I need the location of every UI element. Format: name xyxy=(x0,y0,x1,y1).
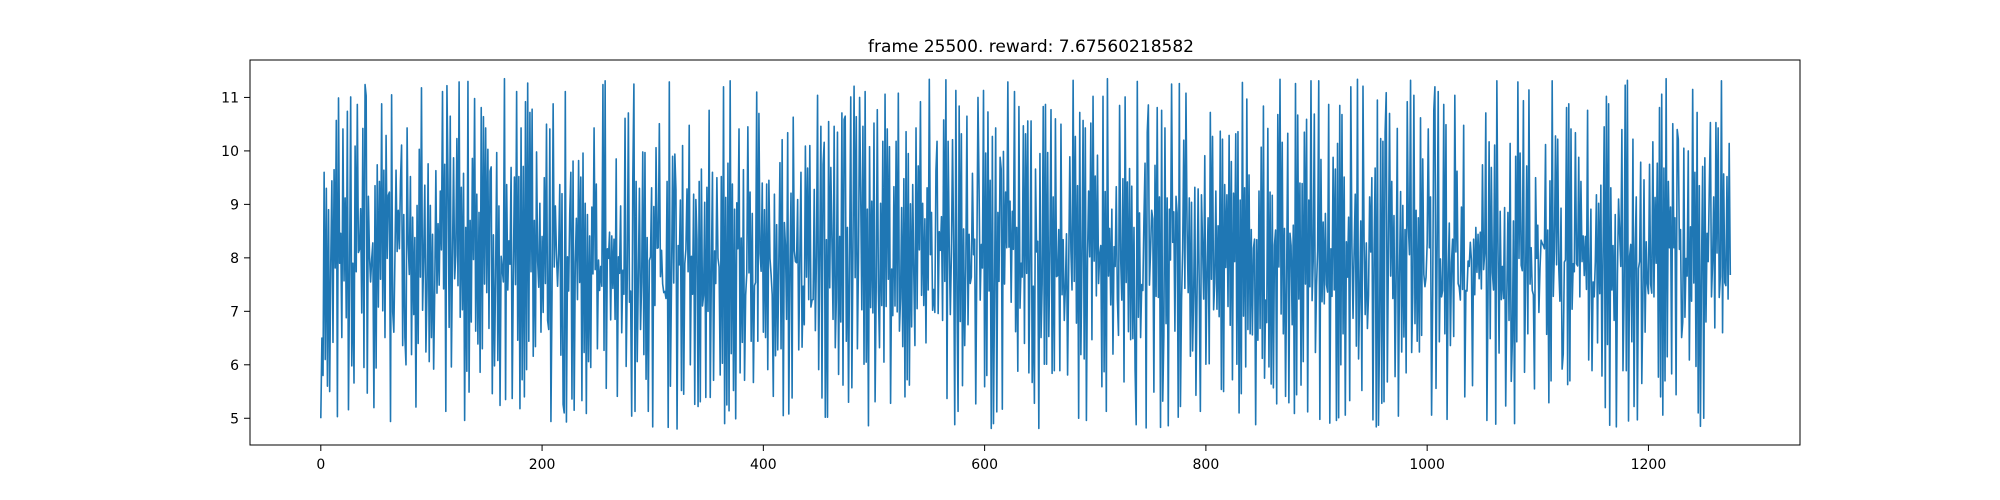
reward-series xyxy=(320,77,1732,430)
y-tick-label: 7 xyxy=(230,304,239,320)
plot-area xyxy=(249,59,1801,446)
x-tick-label: 600 xyxy=(971,457,998,473)
x-tick-label: 0 xyxy=(316,457,325,473)
y-axis: 5 6 7 8 9 10 11 xyxy=(221,90,250,427)
y-tick-label: 10 xyxy=(221,144,239,160)
x-tick-label: 800 xyxy=(1193,457,1220,473)
reward-line xyxy=(320,77,1732,430)
chart-title: frame 25500. reward: 7.67560218582 xyxy=(868,37,1194,57)
y-tick-label: 5 xyxy=(230,411,239,427)
x-tick-label: 1200 xyxy=(1631,457,1667,473)
y-tick-label: 8 xyxy=(230,251,239,267)
x-axis: 0 200 400 600 800 1000 1200 xyxy=(316,445,1666,473)
y-tick-label: 11 xyxy=(221,90,239,106)
axes-frame xyxy=(249,59,1801,446)
y-tick-label: 6 xyxy=(230,358,239,374)
x-tick-label: 400 xyxy=(750,457,777,473)
x-tick-label: 200 xyxy=(529,457,556,473)
y-tick-label: 9 xyxy=(230,197,239,213)
x-tick-label: 1000 xyxy=(1409,457,1445,473)
